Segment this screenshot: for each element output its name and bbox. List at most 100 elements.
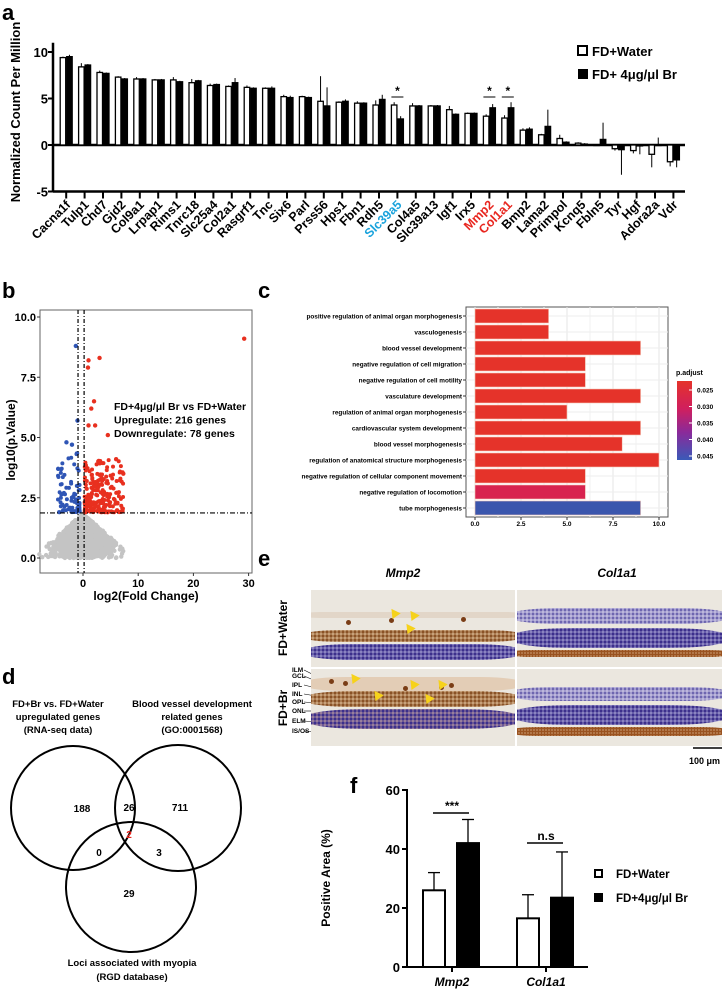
bar-water bbox=[335, 101, 343, 146]
point-up bbox=[112, 497, 117, 502]
point-ns bbox=[117, 547, 123, 552]
y-tick-label: 2.5 bbox=[21, 493, 36, 505]
bar-br bbox=[231, 82, 239, 146]
point-ns bbox=[119, 554, 124, 559]
bar-water bbox=[206, 84, 214, 146]
legend-label-water: FD+Water bbox=[616, 869, 670, 881]
bar-water bbox=[593, 144, 600, 147]
go-enrichment-bar-chart: p.adjust positive regulation of animal o… bbox=[301, 306, 714, 528]
onl-layer bbox=[517, 705, 722, 725]
go-term-label: blood vessel development bbox=[382, 346, 463, 353]
bar-br bbox=[434, 105, 441, 146]
bar-water bbox=[261, 87, 269, 146]
point-up bbox=[83, 482, 88, 487]
bar-br bbox=[342, 100, 349, 146]
point-up bbox=[92, 423, 98, 428]
bar-go-term bbox=[474, 420, 641, 436]
bar-water bbox=[353, 102, 361, 146]
bar-br bbox=[323, 105, 331, 146]
point-up bbox=[110, 504, 115, 509]
bar-water bbox=[611, 144, 619, 150]
onl-layer bbox=[311, 709, 515, 729]
scale-bar-label: 100 μm bbox=[689, 756, 720, 766]
point-up bbox=[86, 358, 91, 363]
bar-water bbox=[537, 134, 545, 146]
point-up bbox=[97, 355, 102, 361]
x-tick-label: 0.0 bbox=[470, 521, 479, 528]
point-ns bbox=[96, 531, 102, 537]
x-tick-label: 20 bbox=[187, 578, 199, 590]
layer-label: IPL bbox=[292, 682, 302, 689]
bar-water bbox=[225, 85, 232, 146]
inl-layer bbox=[311, 630, 515, 642]
point-up bbox=[89, 406, 94, 411]
point-up bbox=[104, 480, 109, 485]
y-tick-label: -5 bbox=[36, 185, 48, 200]
bar-br bbox=[526, 128, 533, 146]
point-up bbox=[110, 476, 115, 481]
set-b-label-1: Blood vessel development bbox=[132, 699, 253, 710]
point-down bbox=[60, 509, 65, 514]
bar-water bbox=[114, 76, 122, 146]
bar-br bbox=[121, 78, 129, 146]
annotation-text: Downregulate: 78 genes bbox=[114, 428, 235, 440]
point-up bbox=[103, 508, 108, 513]
point-ns bbox=[113, 542, 119, 548]
bar-br bbox=[489, 107, 497, 146]
x-tick-label: 7.5 bbox=[608, 521, 617, 528]
bar-water bbox=[298, 95, 306, 146]
point-ns bbox=[37, 552, 42, 557]
bar-br bbox=[581, 143, 589, 146]
point-ns bbox=[53, 539, 59, 544]
bar-water bbox=[77, 66, 85, 146]
bar-water bbox=[188, 82, 196, 146]
x-tick-label: 5.0 bbox=[562, 521, 571, 528]
point-ns bbox=[40, 555, 45, 560]
point-ns bbox=[49, 547, 54, 552]
layer-label: ILM bbox=[292, 667, 303, 674]
go-term-label: vasculature development bbox=[385, 394, 463, 401]
legend-swatch-br bbox=[594, 893, 603, 902]
onl-layer bbox=[517, 628, 722, 648]
micrograph-mmp2-br bbox=[311, 669, 515, 746]
inl-layer bbox=[517, 608, 722, 624]
row-label-br: FD+Br bbox=[276, 690, 290, 727]
point-ns bbox=[72, 529, 78, 534]
point-up bbox=[86, 423, 91, 428]
point-down bbox=[60, 461, 65, 466]
y-tick-label: 7.5 bbox=[21, 372, 36, 384]
point-down bbox=[57, 510, 62, 515]
bar-water bbox=[501, 117, 508, 146]
positive-area-bar-chart: Positive Area (%) FD+Water FD+4μg/μl Br … bbox=[319, 783, 688, 989]
set-a-circle bbox=[10, 745, 136, 871]
x-tick-label: 10.0 bbox=[653, 521, 666, 528]
stained-cell bbox=[343, 681, 348, 686]
panel-label-f: f bbox=[350, 773, 358, 798]
x-tick-label: 0 bbox=[80, 578, 86, 590]
colorbar bbox=[677, 381, 692, 460]
x-tick-label: 10 bbox=[132, 578, 144, 590]
bar-water bbox=[464, 112, 472, 146]
point-down bbox=[55, 466, 61, 472]
point-up bbox=[111, 472, 116, 477]
point-down bbox=[56, 474, 61, 479]
point-ns bbox=[66, 544, 72, 549]
micrograph-col1a1-water bbox=[517, 590, 722, 667]
bar-go-term bbox=[474, 404, 568, 420]
point-down bbox=[66, 485, 71, 490]
bar-water bbox=[133, 78, 140, 146]
point-ns bbox=[85, 521, 90, 526]
point-down bbox=[67, 505, 72, 510]
colorbar-label: 0.045 bbox=[697, 454, 714, 461]
bar-br bbox=[550, 896, 574, 968]
point-up bbox=[94, 462, 99, 467]
point-ns bbox=[103, 533, 109, 539]
region-a-b-c: 2 bbox=[126, 830, 132, 841]
point-up bbox=[104, 468, 109, 473]
bar-br bbox=[158, 79, 165, 146]
point-up bbox=[114, 478, 119, 483]
go-term-label: regulation of anatomical structure morph… bbox=[309, 458, 462, 465]
annotation-text: FD+4μg/μl Br vs FD+Water bbox=[114, 401, 246, 413]
set-b-label-2: related genes bbox=[161, 712, 222, 723]
stained-cell bbox=[389, 618, 394, 623]
